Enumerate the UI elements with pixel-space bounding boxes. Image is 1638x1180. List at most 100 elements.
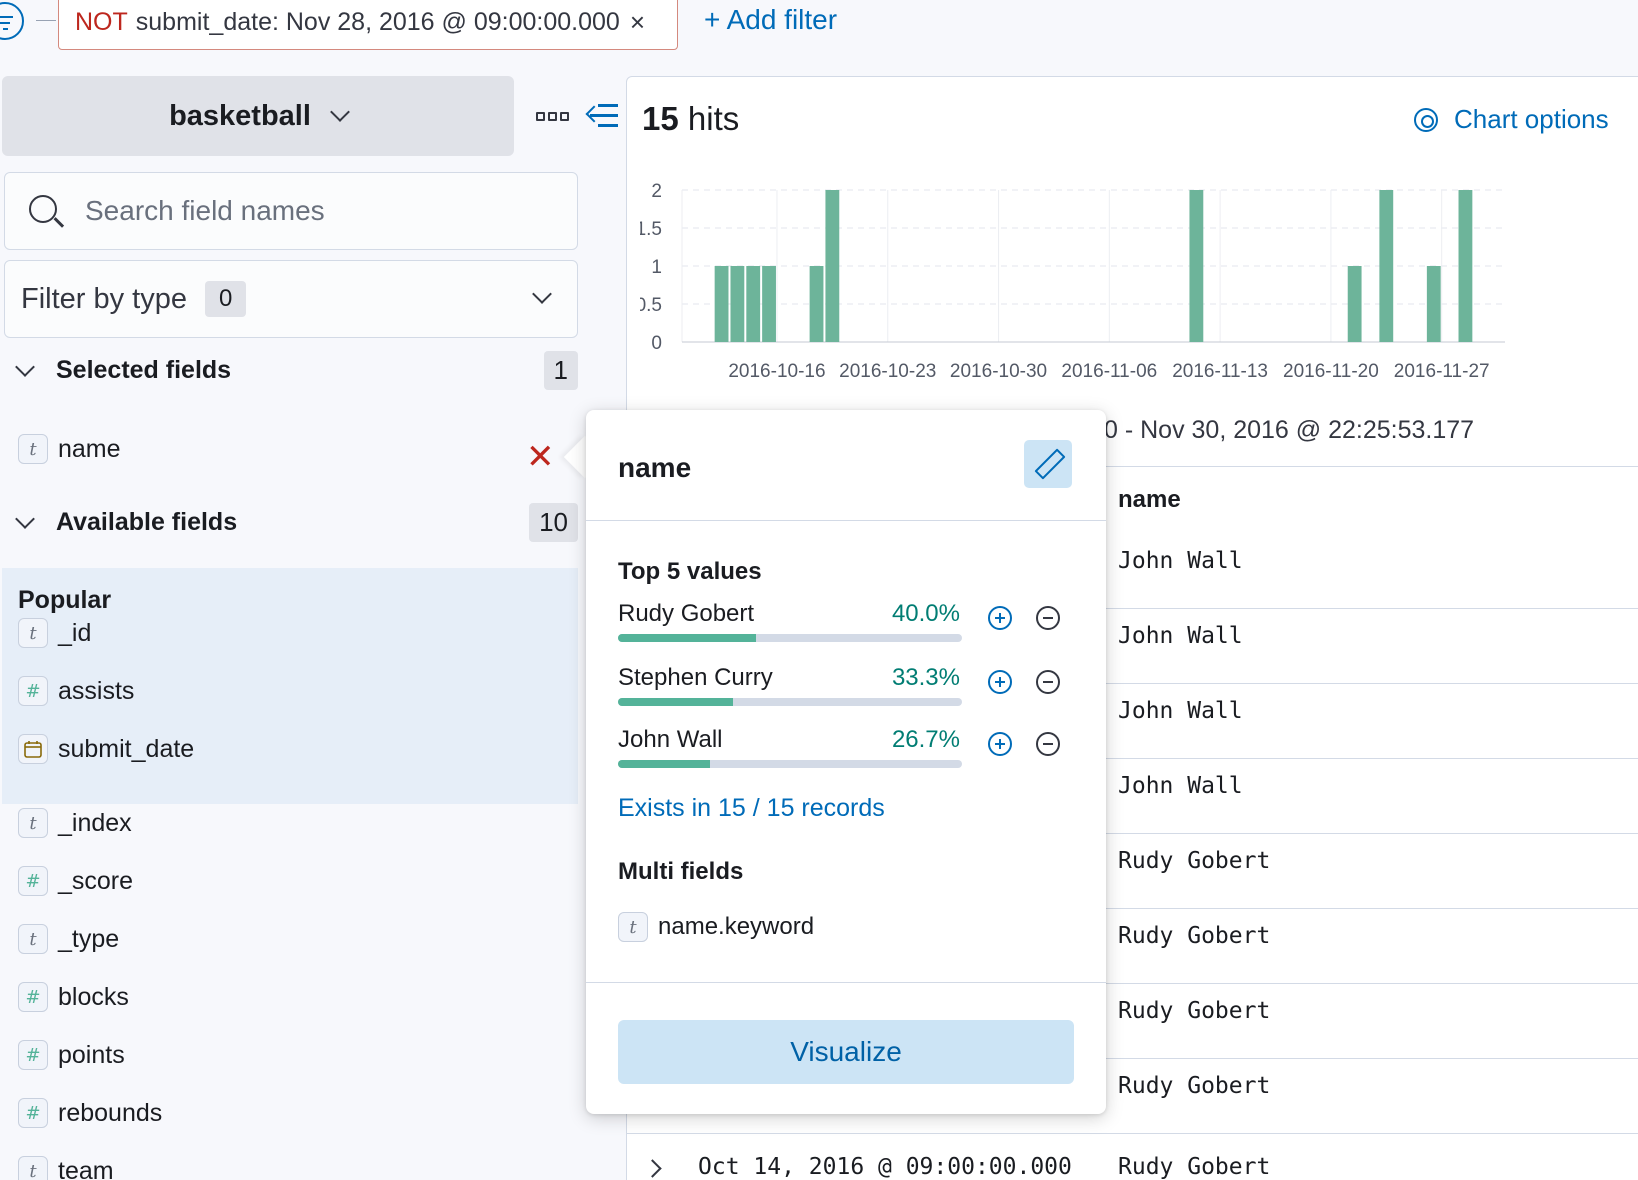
- table-divider: [1100, 983, 1638, 984]
- filter-divider: [36, 20, 56, 21]
- multi-field-item[interactable]: t name.keyword: [618, 912, 814, 942]
- field-item-rebounds[interactable]: # rebounds: [18, 1098, 162, 1128]
- hits-label: hits: [687, 100, 740, 137]
- top-values-heading: Top 5 values: [618, 558, 762, 585]
- selected-fields-header[interactable]: Selected fields 1: [12, 351, 578, 390]
- available-fields-header[interactable]: Available fields 10: [12, 503, 578, 542]
- search-icon: [29, 195, 57, 223]
- field-item-submit-date[interactable]: submit_date: [18, 734, 194, 764]
- row-name: John Wall: [1118, 548, 1243, 574]
- histogram-bar: [762, 266, 776, 342]
- top-value-bar-fill: [618, 698, 733, 706]
- table-divider: [626, 1133, 1638, 1134]
- y-tick-label: 0: [651, 333, 662, 354]
- field-item-blocks[interactable]: # blocks: [18, 982, 129, 1012]
- filter-menu-icon[interactable]: [0, 2, 24, 40]
- filter-by-type-button[interactable]: Filter by type 0: [4, 260, 578, 338]
- x-tick-label: 2016-11-20: [1283, 361, 1379, 382]
- collapse-sidebar-icon[interactable]: [585, 104, 618, 128]
- histogram-bar: [1347, 266, 1362, 342]
- histogram-bar: [730, 266, 745, 342]
- top-value-percent: 40.0%: [891, 600, 960, 627]
- table-divider: [1100, 833, 1638, 834]
- search-field-names[interactable]: [4, 172, 578, 250]
- field-name: name: [58, 434, 121, 463]
- top-value-bar: [618, 698, 962, 706]
- filter-for-value-icon[interactable]: [988, 670, 1012, 694]
- table-divider: [1100, 466, 1638, 467]
- remove-field-icon[interactable]: ✕: [526, 438, 555, 476]
- field-name: assists: [58, 676, 135, 705]
- close-icon[interactable]: ×: [629, 6, 646, 37]
- field-name: _type: [58, 924, 120, 953]
- histogram-bar: [1458, 190, 1473, 342]
- filter-out-value-icon[interactable]: [1036, 606, 1060, 630]
- histogram-bar: [714, 266, 729, 342]
- x-tick-label: 2016-11-06: [1061, 361, 1157, 382]
- field-name: team: [58, 1156, 114, 1180]
- field-item-score[interactable]: # _score: [18, 866, 133, 896]
- x-tick-label: 2016-10-30: [950, 361, 1047, 382]
- string-type-icon: t: [18, 808, 48, 838]
- histogram-bar: [825, 190, 840, 342]
- field-item-index[interactable]: t _index: [18, 808, 132, 838]
- x-tick-label: 2016-10-16: [728, 361, 825, 382]
- field-item-assists[interactable]: # assists: [18, 676, 134, 706]
- gear-icon: [1414, 107, 1438, 132]
- table-divider: [1100, 758, 1638, 759]
- top-value-bar: [618, 634, 962, 642]
- selected-fields-label: Selected fields: [56, 356, 232, 384]
- multi-field-name: name.keyword: [658, 913, 815, 940]
- top-value-bar: [618, 760, 962, 768]
- more-options-icon[interactable]: [536, 112, 569, 121]
- x-tick-label: 2016-10-23: [839, 361, 936, 382]
- selected-fields-count: 1: [543, 351, 578, 390]
- popover-divider: [586, 520, 1106, 521]
- field-item-team[interactable]: t team: [18, 1156, 114, 1180]
- field-item-id[interactable]: t _id: [18, 618, 91, 648]
- histogram-chart[interactable]: 2 1.5 1 0.5 0 2016-10-16 2016-10-23 2016-10-30 2…: [640, 176, 1570, 406]
- field-item-points[interactable]: # points: [18, 1040, 125, 1070]
- filter-for-value-icon[interactable]: [988, 732, 1012, 756]
- chart-options-button[interactable]: Chart options: [1414, 104, 1609, 135]
- column-header-name[interactable]: name: [1118, 486, 1181, 513]
- chart-options-label: Chart options: [1454, 104, 1609, 134]
- top-value-bar-fill: [618, 760, 710, 768]
- table-divider: [1100, 683, 1638, 684]
- row-date: Oct 14, 2016 @ 09:00:00.000: [698, 1154, 1072, 1180]
- histogram-bar: [809, 266, 824, 342]
- popover-divider: [586, 982, 1106, 983]
- popover-title: name: [618, 452, 692, 483]
- index-pattern-selector[interactable]: basketball: [2, 76, 514, 156]
- chevron-down-icon: [330, 102, 350, 122]
- histogram-bar: [1426, 266, 1441, 342]
- x-tick-label: 2016-11-13: [1172, 361, 1268, 382]
- multi-fields-heading: Multi fields: [618, 858, 744, 885]
- filter-pill[interactable]: NOT submit_date: Nov 28, 2016 @ 09:00:00…: [58, 0, 678, 50]
- x-tick-label: 2016-11-27: [1394, 361, 1490, 382]
- field-name: _score: [58, 866, 134, 895]
- visualize-button[interactable]: Visualize: [618, 1020, 1074, 1084]
- field-name: points: [58, 1040, 125, 1069]
- field-name: _index: [58, 808, 132, 837]
- filter-out-value-icon[interactable]: [1036, 732, 1060, 756]
- filter-for-value-icon[interactable]: [988, 606, 1012, 630]
- field-item-type[interactable]: t _type: [18, 924, 119, 954]
- filter-count-badge: 0: [205, 281, 247, 317]
- histogram-bar: [746, 266, 761, 342]
- number-type-icon: #: [18, 982, 48, 1012]
- exists-in-records-link[interactable]: Exists in 15 / 15 records: [618, 794, 885, 822]
- add-filter-button[interactable]: + Add filter: [704, 4, 838, 35]
- pencil-icon[interactable]: [1024, 440, 1072, 488]
- row-name: John Wall: [1118, 623, 1243, 649]
- chevron-down-icon: [532, 284, 552, 304]
- available-fields-label: Available fields: [56, 508, 238, 536]
- filter-out-value-icon[interactable]: [1036, 670, 1060, 694]
- popular-fields-group: [2, 568, 578, 804]
- field-name: submit_date: [58, 734, 195, 763]
- y-tick-label: 1: [651, 257, 662, 278]
- search-input[interactable]: [85, 195, 545, 227]
- field-item-name[interactable]: t name: [18, 434, 121, 464]
- field-name: _id: [58, 618, 92, 647]
- filter-negation: NOT: [75, 7, 128, 36]
